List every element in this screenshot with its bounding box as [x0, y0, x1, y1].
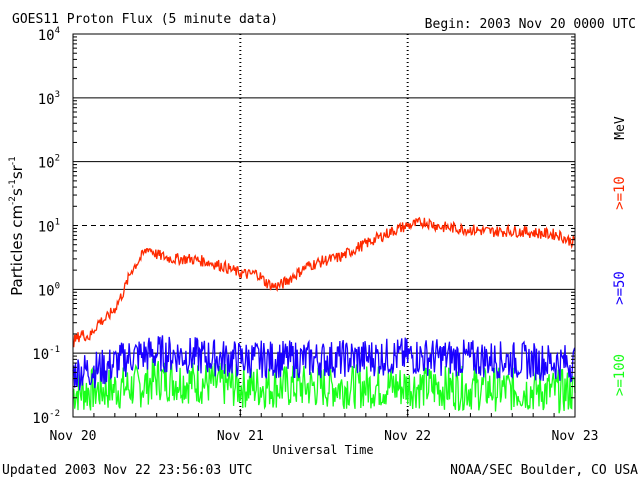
legend-unit: MeV: [613, 116, 628, 140]
x-tick-label: Nov 20: [50, 429, 97, 444]
x-tick-label: Nov 22: [384, 429, 431, 444]
y-axis-label-main: Particles cm: [8, 205, 26, 296]
legend-item-10: >=10: [612, 176, 628, 210]
y-axis-label: Particles cm-2s-1sr-1: [8, 156, 26, 296]
chart-title: GOES11 Proton Flux (5 minute data): [12, 12, 278, 27]
series-line-ge50: [72, 335, 576, 391]
y-tick-label: 104: [38, 26, 60, 44]
x-axis-label: Universal Time: [272, 443, 373, 457]
y-axis-label-sr: sr: [8, 164, 26, 179]
y-tick-label: 100: [38, 281, 60, 299]
plot-frame: [72, 33, 576, 418]
begin-date: Begin: 2003 Nov 20 0000 UTC: [425, 17, 636, 32]
legend-item-100: >=100: [612, 354, 628, 396]
x-tick-label: Nov 21: [217, 429, 264, 444]
y-axis-label-sup1: -2: [8, 196, 18, 205]
x-axis-tick-labels: Nov 20 Nov 21 Nov 22 Nov 23: [50, 429, 599, 444]
x-tick-label: Nov 23: [552, 429, 599, 444]
credit-text: NOAA/SEC Boulder, CO USA: [450, 463, 638, 478]
y-tick-label: 101: [38, 218, 60, 236]
y-axis-tick-labels: 104 103 102 101 100 10-1 10-2: [32, 26, 60, 427]
legend-item-50: >=50: [612, 271, 628, 305]
series-line-ge10: [73, 216, 576, 348]
y-axis-label-s: s: [8, 188, 26, 196]
y-tick-label: 10-2: [32, 409, 60, 427]
y-axis-label-sup3: -1: [8, 156, 18, 165]
y-tick-label: 10-1: [32, 345, 60, 363]
updated-timestamp: Updated 2003 Nov 22 23:56:03 UTC: [2, 463, 252, 478]
series-group: [72, 216, 576, 414]
y-axis-label-sup2: -1: [8, 179, 18, 188]
y-tick-label: 102: [38, 154, 60, 172]
y-tick-label: 103: [38, 90, 60, 108]
